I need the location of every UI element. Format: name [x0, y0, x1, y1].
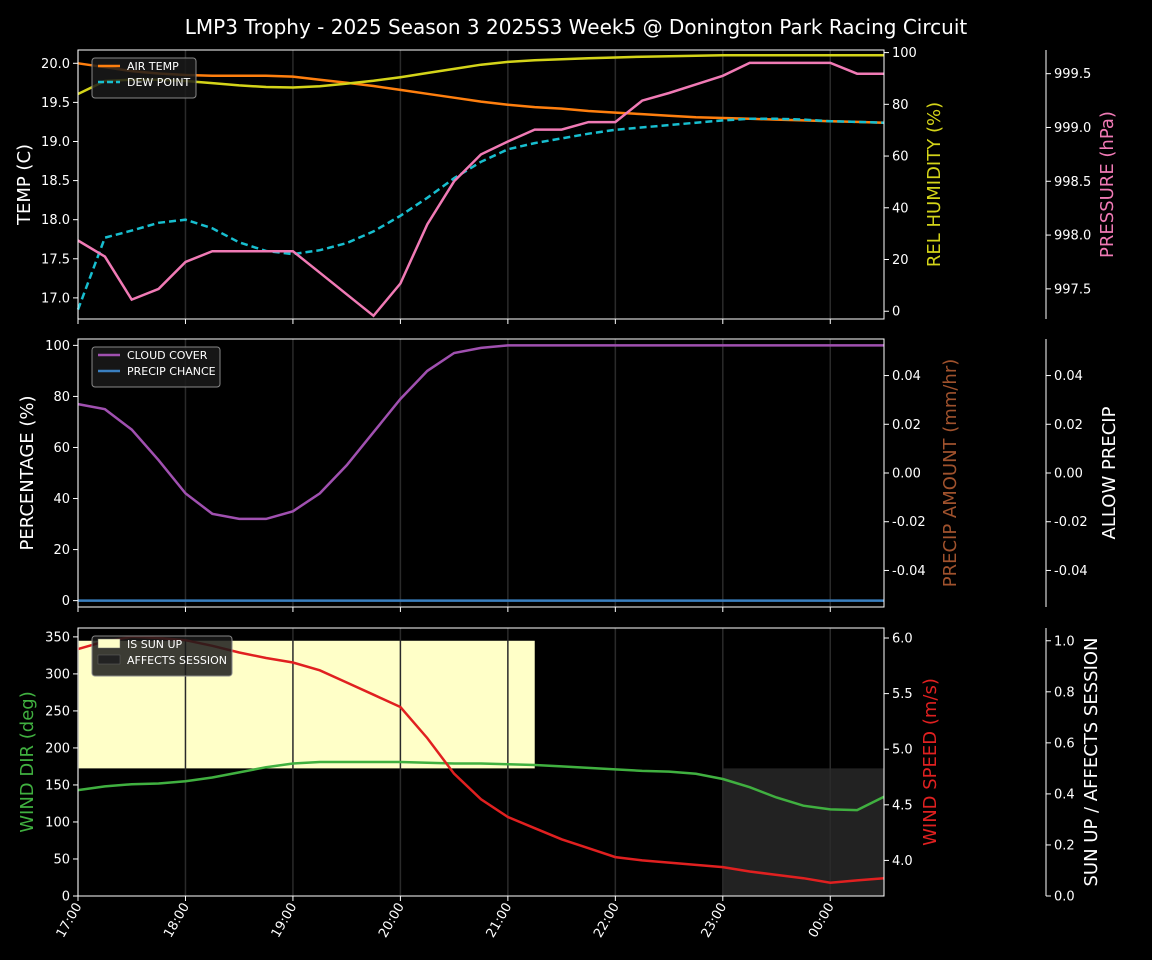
sun-axis-title: SUN UP / AFFECTS SESSION — [1081, 637, 1102, 886]
precip-amount-axis-tick-label: -0.02 — [892, 515, 926, 530]
wind-dir-axis-tick-label: 0 — [62, 890, 70, 905]
allow-precip-axis-title: ALLOW PRECIP — [1099, 406, 1120, 539]
wind-dir-axis-tick-label: 50 — [53, 852, 70, 867]
precip-amount-axis-tick-label: -0.04 — [892, 564, 926, 579]
pressure-line — [77, 61, 884, 318]
temp-axis-title: TEMP (C) — [14, 144, 35, 226]
wind-speed-axis-tick-label: 6.0 — [892, 632, 913, 647]
legend-label: AIR TEMP — [127, 60, 179, 73]
legend-label: AFFECTS SESSION — [127, 654, 227, 667]
humidity-axis-tick-label: 40 — [892, 201, 909, 216]
wind-speed-axis-tick-label: 5.5 — [892, 687, 913, 702]
legend-label: CLOUD COVER — [127, 349, 208, 362]
legend-swatch — [97, 638, 121, 649]
wind-dir-axis-title: WIND DIR (deg) — [17, 691, 38, 833]
wind-speed-axis-title: WIND SPEED (m/s) — [920, 678, 941, 846]
wind-speed-axis-tick-label: 4.0 — [892, 854, 913, 869]
dew-point-line — [76, 117, 885, 311]
sun-axis-tick-label: 0.0 — [1054, 890, 1075, 905]
legend-label: IS SUN UP — [127, 638, 183, 651]
legend-box — [91, 57, 197, 99]
rel-humidity-line — [77, 53, 884, 96]
affects-session-band — [722, 768, 884, 896]
precip-amount-axis-title: PRECIP AMOUNT (mm/hr) — [940, 359, 961, 588]
percentage-axis-tick-label: 60 — [53, 441, 70, 456]
humidity-axis-tick-label: 0 — [892, 305, 900, 320]
pressure-axis-tick-label: 999.5 — [1054, 67, 1091, 82]
chart-title: LMP3 Trophy - 2025 Season 3 2025S3 Week5… — [185, 15, 968, 39]
wind-speed-axis-tick-label: 4.5 — [892, 798, 913, 813]
temp-axis-tick-label: 17.0 — [41, 291, 70, 306]
wind-dir-axis-tick-label: 350 — [45, 630, 70, 645]
legend-box — [91, 635, 233, 677]
temp-axis-tick-label: 19.0 — [41, 135, 70, 150]
temp-axis-tick-label: 18.5 — [41, 174, 70, 189]
sun-axis-tick-label: 1.0 — [1054, 634, 1075, 649]
allow-precip-axis-tick-label: 0.02 — [1054, 418, 1083, 433]
wind-dir-line — [77, 760, 885, 812]
sun-axis-tick-label: 0.8 — [1054, 685, 1075, 700]
percentage-axis-tick-label: 80 — [53, 390, 70, 405]
temp-axis-tick-label: 20.0 — [41, 57, 70, 72]
allow-precip-axis-tick-label: -0.02 — [1054, 515, 1088, 530]
wind-speed-axis-tick-label: 5.0 — [892, 743, 913, 758]
percentage-axis-tick-label: 40 — [53, 492, 70, 507]
pressure-axis-tick-label: 997.5 — [1054, 282, 1091, 297]
precip-amount-axis-tick-label: 0.02 — [892, 418, 921, 433]
plot-frame — [77, 49, 885, 320]
humidity-axis-tick-label: 60 — [892, 150, 909, 165]
temp-axis-tick-label: 19.5 — [41, 96, 70, 111]
plot-frame — [77, 627, 885, 897]
sun-axis-tick-label: 0.6 — [1054, 736, 1075, 751]
pressure-axis-tick-label: 998.5 — [1054, 175, 1091, 190]
percentage-axis-tick-label: 0 — [62, 594, 70, 609]
percentage-axis-tick-label: 20 — [53, 543, 70, 558]
sun-axis-tick-label: 0.2 — [1054, 838, 1075, 853]
legend-box — [91, 346, 221, 388]
wind-dir-axis-tick-label: 100 — [45, 815, 70, 830]
humidity-axis-tick-label: 80 — [892, 98, 909, 113]
cloud-cover-line — [77, 344, 884, 521]
allow-precip-axis-tick-label: 0.04 — [1054, 369, 1083, 384]
pressure-axis-tick-label: 998.0 — [1054, 229, 1091, 244]
pressure-axis-tick-label: 999.0 — [1054, 121, 1091, 136]
legend-label: PRECIP CHANCE — [127, 365, 216, 378]
temp-axis-tick-label: 18.0 — [41, 213, 70, 228]
wind-dir-axis-tick-label: 200 — [45, 741, 70, 756]
precip-amount-axis-tick-label: 0.04 — [892, 369, 921, 384]
wind-dir-axis-tick-label: 300 — [45, 667, 70, 682]
pressure-axis-title: PRESSURE (hPa) — [1097, 111, 1118, 258]
percentage-axis-tick-label: 100 — [45, 339, 70, 354]
wind-dir-axis-tick-label: 250 — [45, 704, 70, 719]
humidity-axis-title: REL HUMIDITY (%) — [924, 102, 945, 267]
humidity-axis-tick-label: 100 — [892, 46, 917, 61]
precip-amount-axis-tick-label: 0.00 — [892, 467, 921, 482]
legend-swatch — [97, 654, 121, 665]
temp-axis-tick-label: 17.5 — [41, 252, 70, 267]
wind-dir-axis-tick-label: 150 — [45, 778, 70, 793]
allow-precip-axis-tick-label: -0.04 — [1054, 564, 1088, 579]
sun-axis-tick-label: 0.4 — [1054, 787, 1075, 802]
legend-label: DEW POINT — [127, 76, 191, 89]
humidity-axis-tick-label: 20 — [892, 253, 909, 268]
percentage-axis-title: PERCENTAGE (%) — [17, 395, 38, 550]
allow-precip-axis-tick-label: 0.00 — [1054, 467, 1083, 482]
